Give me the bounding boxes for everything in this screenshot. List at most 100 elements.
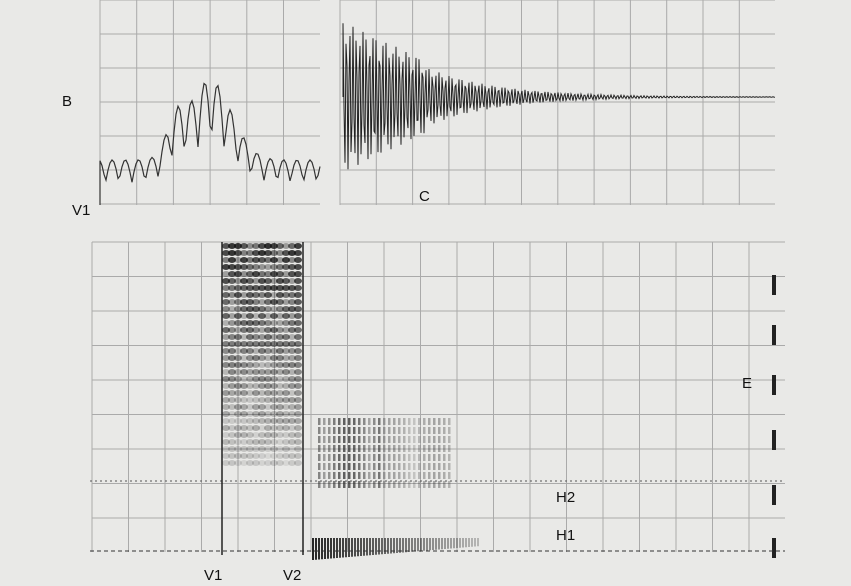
spectrogram-blob: [252, 383, 260, 389]
spectrogram-blob: [294, 453, 302, 459]
spectrogram-blob: [258, 453, 266, 459]
label-e: E: [742, 375, 752, 392]
spectrogram-blob: [240, 313, 248, 319]
spectrogram-blob: [258, 397, 266, 403]
spectrogram-blob: [264, 411, 272, 417]
scale-tick: [772, 538, 776, 558]
spectrogram-blob: [264, 432, 272, 438]
spectrogram-band: [318, 418, 321, 425]
spectrogram-band: [358, 454, 361, 461]
scale-tick: [772, 275, 776, 295]
spectrogram-band: [373, 418, 376, 425]
spectrogram-band: [323, 463, 326, 470]
spectrogram-blob: [270, 299, 278, 305]
spectrogram-band: [318, 481, 321, 488]
spectrogram-blob: [222, 460, 230, 466]
spectrogram-band: [388, 436, 391, 443]
spectrogram-blob: [228, 278, 236, 284]
spectrogram-blob: [276, 250, 284, 256]
spectrogram-blob: [282, 285, 290, 291]
spectrogram-blob: [228, 285, 236, 291]
spectrogram-blob: [222, 362, 230, 368]
spectrogram-blob: [228, 341, 236, 347]
h1-band: [420, 538, 422, 551]
spectrogram-blob: [270, 264, 278, 270]
spectrogram-blob: [282, 460, 290, 466]
spectrogram-blob: [228, 404, 236, 410]
spectrogram-blob: [264, 292, 272, 298]
spectrogram-blob: [240, 425, 248, 431]
spectrogram-band: [443, 418, 446, 425]
spectrogram-band: [383, 427, 386, 434]
spectrogram-blob: [270, 278, 278, 284]
spectrogram-band: [393, 472, 396, 479]
spectrogram-blob: [276, 320, 284, 326]
spectrogram-blob: [294, 411, 302, 417]
spectrogram-blob: [276, 306, 284, 312]
spectrogram-blob: [258, 243, 266, 249]
spectrogram-blob: [234, 292, 242, 298]
spectrogram-blob: [246, 418, 254, 424]
spectrogram-blob: [240, 348, 248, 354]
spectrogram-blob: [252, 404, 260, 410]
spectrogram-band: [383, 472, 386, 479]
h1-band: [411, 538, 413, 552]
spectrogram-blob: [228, 306, 236, 312]
spectrogram-blob: [228, 320, 236, 326]
spectrogram-blob: [252, 453, 260, 459]
spectrogram-blob: [270, 390, 278, 396]
spectrogram-blob: [264, 257, 272, 263]
h1-band: [450, 538, 452, 549]
spectrogram-blob: [294, 362, 302, 368]
spectrogram-blob: [222, 355, 230, 361]
spectrogram-band: [413, 472, 416, 479]
spectrogram-blob: [228, 348, 236, 354]
spectrogram-band: [433, 445, 436, 452]
spectrogram-blob: [270, 320, 278, 326]
spectrogram-blob: [246, 313, 254, 319]
spectrogram-band: [338, 481, 341, 488]
spectrogram-band: [338, 454, 341, 461]
spectrogram-blob: [258, 341, 266, 347]
spectrogram-blob: [246, 439, 254, 445]
spectrogram-blob: [288, 362, 296, 368]
spectrogram-blob: [294, 460, 302, 466]
spectrogram-blob: [282, 383, 290, 389]
spectrogram-blob: [288, 446, 296, 452]
spectrogram-band: [398, 418, 401, 425]
spectrogram-blob: [288, 404, 296, 410]
spectrogram-blob: [252, 313, 260, 319]
h1-band: [357, 538, 359, 557]
spectrogram-blob: [276, 299, 284, 305]
spectrogram-blob: [234, 418, 242, 424]
spectrogram-blob: [228, 439, 236, 445]
spectrogram-blob: [270, 355, 278, 361]
h1-band: [354, 538, 356, 557]
spectrogram-band: [388, 454, 391, 461]
spectrogram-band: [393, 463, 396, 470]
spectrogram-blob: [246, 292, 254, 298]
spectrogram-band: [353, 463, 356, 470]
spectrogram-band: [338, 445, 341, 452]
h1-band: [447, 538, 449, 549]
spectrogram-band: [413, 436, 416, 443]
spectrogram-blob: [240, 369, 248, 375]
spectrogram-blob: [222, 432, 230, 438]
spectrogram-band: [438, 445, 441, 452]
spectrogram-blob: [264, 390, 272, 396]
spectrogram-band: [358, 427, 361, 434]
spectrogram-band: [348, 436, 351, 443]
spectrogram-band: [438, 427, 441, 434]
spectrogram-blob: [288, 355, 296, 361]
spectrogram-blob: [228, 460, 236, 466]
spectrogram-blob: [258, 306, 266, 312]
spectrogram-band: [368, 472, 371, 479]
spectrogram-band: [368, 445, 371, 452]
spectrogram-blob: [252, 348, 260, 354]
spectrogram-band: [333, 472, 336, 479]
spectrogram-band: [438, 454, 441, 461]
spectrogram-band: [318, 454, 321, 461]
spectrogram-blob: [270, 411, 278, 417]
spectrogram-blob: [276, 397, 284, 403]
spectrogram-band: [378, 427, 381, 434]
